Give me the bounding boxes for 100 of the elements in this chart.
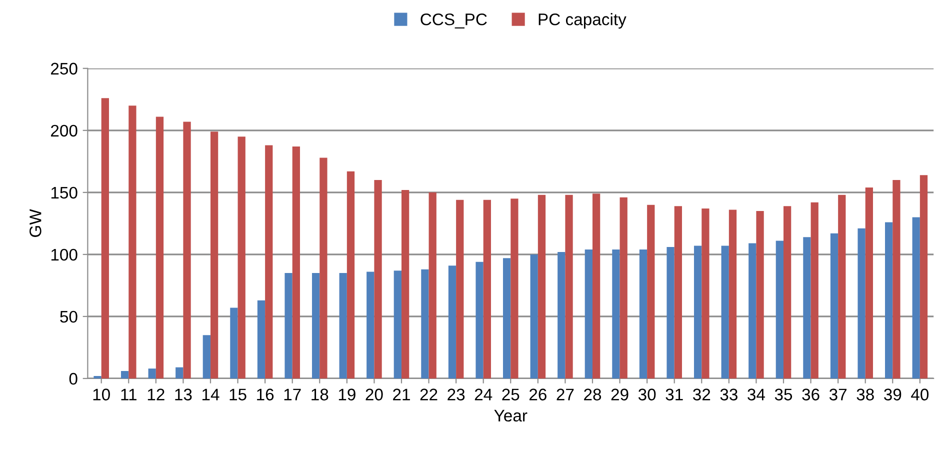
- y-tick-label: 50: [60, 310, 78, 323]
- y-tick-label: 0: [69, 372, 78, 385]
- bar: [558, 252, 566, 378]
- x-tick-label: 14: [202, 388, 220, 400]
- x-tick-label: 23: [448, 388, 465, 400]
- bar: [538, 194, 546, 378]
- x-tick-label: 37: [829, 388, 846, 400]
- bar: [483, 200, 491, 378]
- x-tick-label: 32: [693, 388, 710, 400]
- bar: [156, 116, 164, 378]
- bar: [210, 132, 218, 378]
- x-tick-label: 35: [774, 388, 792, 400]
- bar: [639, 249, 648, 378]
- x-axis-title: Year: [494, 410, 528, 422]
- bar: [783, 206, 792, 378]
- legend-label: PC capacity: [538, 13, 626, 29]
- bar: [257, 300, 266, 378]
- x-tick-label: 17: [284, 388, 301, 400]
- bar: [647, 204, 655, 378]
- bar: [394, 270, 402, 378]
- bar: [565, 194, 573, 378]
- y-axis-title: GW: [30, 209, 42, 237]
- bar: [694, 246, 702, 378]
- bar: [101, 98, 109, 378]
- bar: [312, 273, 320, 378]
- bar: [592, 194, 600, 378]
- x-tick-label: 38: [856, 388, 874, 400]
- bar: [728, 210, 737, 378]
- bar: [510, 198, 518, 378]
- bar: [530, 254, 538, 378]
- bar: [374, 180, 382, 378]
- x-tick-label: 39: [884, 388, 902, 400]
- bar: [885, 222, 893, 378]
- x-tick-label: 36: [802, 388, 820, 400]
- bar: [320, 158, 328, 378]
- bar: [428, 192, 436, 378]
- x-tick-label: 29: [611, 388, 628, 400]
- bar: [366, 272, 374, 378]
- bar: [120, 371, 129, 378]
- bar: [230, 308, 238, 378]
- bar: [502, 258, 511, 378]
- x-tick-label: 26: [529, 388, 546, 400]
- x-tick-label: 15: [230, 388, 246, 400]
- bar: [284, 273, 292, 378]
- bar: [920, 175, 928, 378]
- bar: [401, 190, 410, 378]
- bar: [202, 335, 210, 378]
- y-tick-label: 200: [51, 124, 78, 137]
- x-tick-label: 13: [175, 388, 192, 400]
- bar: [346, 171, 355, 378]
- x-tick-label: 25: [502, 388, 520, 400]
- bar: [176, 367, 184, 378]
- bar: [265, 145, 273, 378]
- x-tick-label: 12: [148, 388, 164, 400]
- x-tick-label: 24: [474, 388, 492, 400]
- bar: [128, 106, 136, 378]
- bar: [776, 240, 784, 378]
- bar: [292, 146, 300, 378]
- bar: [448, 266, 456, 378]
- bar: [912, 217, 920, 378]
- x-tick-label: 28: [584, 388, 602, 400]
- x-tick-label: 20: [366, 388, 383, 400]
- x-tick-label: 31: [666, 388, 683, 400]
- bar: [476, 262, 484, 378]
- bar: [612, 249, 620, 378]
- x-tick-label: 30: [638, 388, 656, 400]
- bar: [830, 233, 838, 378]
- bar: [584, 249, 592, 378]
- bar: [810, 202, 818, 378]
- bar: [858, 228, 866, 378]
- bar: [666, 247, 674, 378]
- x-tick-label: 22: [420, 388, 438, 400]
- y-tick-label: 150: [51, 186, 78, 199]
- bar: [456, 200, 464, 378]
- x-tick-label: 11: [121, 388, 136, 400]
- legend-label: CCS_PC: [420, 13, 487, 28]
- bar: [674, 206, 682, 378]
- x-tick-label: 40: [911, 388, 929, 400]
- bar: [702, 208, 710, 378]
- y-tick-label: 250: [51, 62, 78, 75]
- bar: [803, 237, 811, 378]
- bar: [892, 180, 900, 378]
- x-tick-label: 21: [393, 388, 410, 400]
- y-tick-label: 100: [51, 248, 78, 261]
- x-tick-label: 10: [93, 388, 110, 400]
- bar: [339, 273, 347, 378]
- bar: [238, 136, 246, 378]
- bar: [865, 187, 873, 378]
- x-tick-label: 33: [720, 388, 738, 400]
- bar: [721, 246, 729, 378]
- bar: [838, 194, 846, 378]
- x-tick-label: 34: [748, 388, 765, 400]
- bar: [183, 122, 191, 378]
- x-tick-label: 27: [556, 388, 574, 400]
- x-tick-label: 18: [312, 388, 328, 400]
- bar: [756, 211, 764, 378]
- x-tick-label: 19: [338, 388, 356, 400]
- bar: [748, 243, 756, 378]
- bar: [620, 197, 628, 378]
- x-tick-label: 16: [257, 388, 274, 400]
